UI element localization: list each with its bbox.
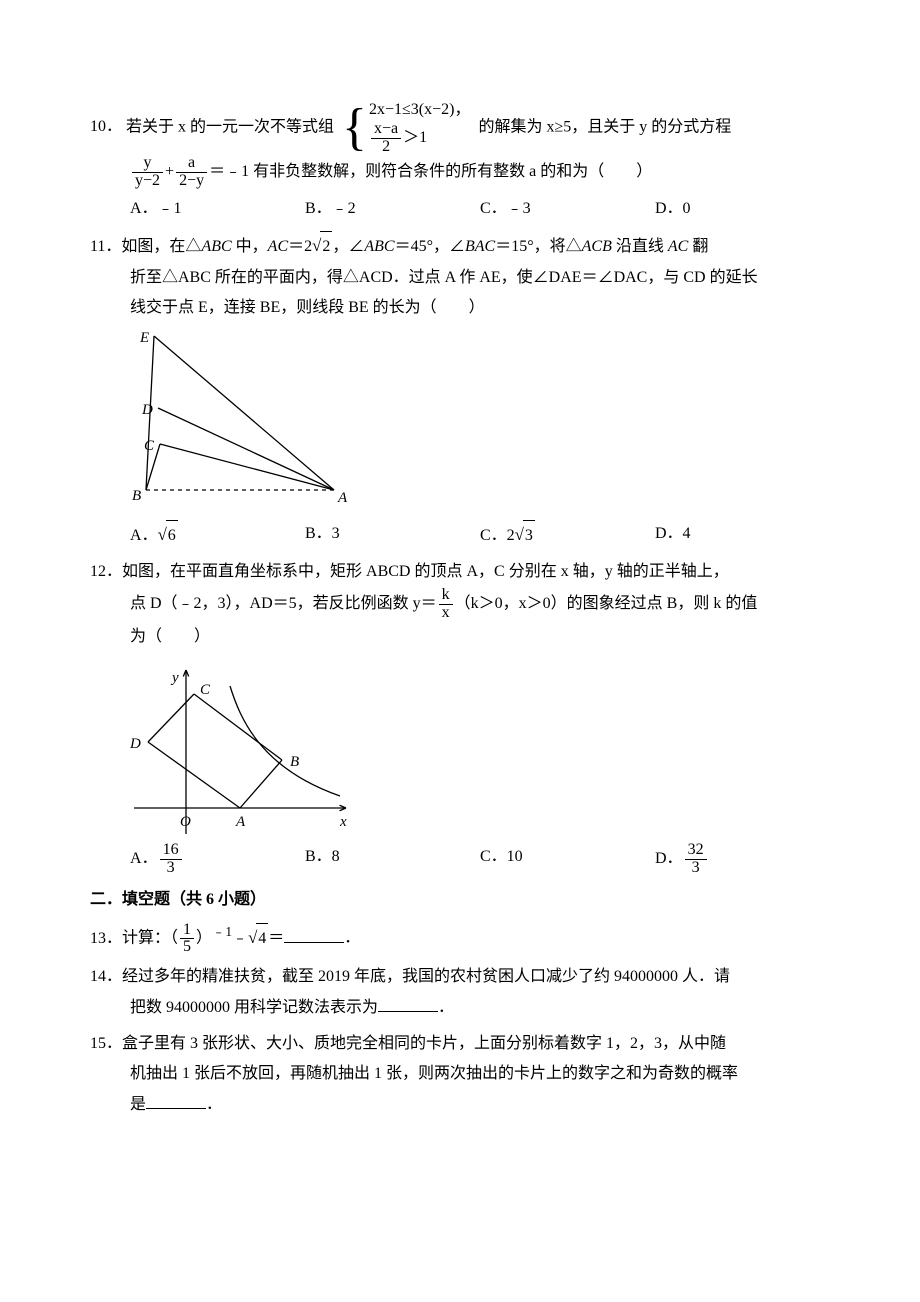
q10-opt-a: A．﹣1 <box>130 194 305 224</box>
svg-text:A: A <box>235 814 246 830</box>
q11-figure: E D C B A <box>130 330 830 515</box>
q10-opt-b: B．﹣2 <box>305 194 480 224</box>
q12-opt-a: A．163 <box>130 842 305 877</box>
sqrt-2: 2 <box>312 230 332 262</box>
q12-options: A．163 B．8 C．10 D．323 <box>90 842 830 877</box>
question-15: 15．盒子里有 3 张形状、大小、质地完全相同的卡片，上面分别标着数字 1，2，… <box>90 1029 830 1120</box>
svg-text:D: D <box>130 736 141 752</box>
q12-figure: y x O A B C D <box>130 658 830 838</box>
q10-post: 的解集为 x≥5，且关于 y 的分式方程 <box>479 118 732 135</box>
q13-stem: 13．计算：（15）﹣1﹣4＝． <box>90 919 830 956</box>
q11-opt-d: D．4 <box>655 519 830 551</box>
q10-number: 10． <box>90 112 122 142</box>
q11-opt-a: A．6 <box>130 519 305 551</box>
svg-text:C: C <box>144 438 155 454</box>
svg-text:x: x <box>339 814 347 830</box>
svg-text:B: B <box>290 754 299 770</box>
inequality-system: { 2x−1≤3(x−2)， x−a 2 ＞1 <box>342 100 470 155</box>
question-12: 12．如图，在平面直角坐标系中，矩形 ABCD 的顶点 A，C 分别在 x 轴，… <box>90 557 830 877</box>
q10-line2: y y−2 + a 2−y ＝﹣1 有非负整数解，则符合条件的所有整数 a 的和… <box>90 155 830 190</box>
section-2-title: 二．填空题（共 6 小题） <box>90 885 830 915</box>
svg-text:C: C <box>200 682 211 698</box>
q15-line3: 是． <box>90 1090 830 1120</box>
svg-text:O: O <box>180 814 191 830</box>
q12-line1: 12．如图，在平面直角坐标系中，矩形 ABCD 的顶点 A，C 分别在 x 轴，… <box>90 557 830 587</box>
q10-opt-c: C．﹣3 <box>480 194 655 224</box>
q11-line3: 线交于点 E，连接 BE，则线段 BE 的长为（ ） <box>90 293 830 323</box>
svg-text:A: A <box>337 490 348 506</box>
q15-blank <box>146 1092 206 1109</box>
q12-opt-b: B．8 <box>305 842 480 877</box>
q11-line1: 11．如图，在△ABC 中，AC＝22，∠ABC＝45°，∠BAC＝15°，将△… <box>90 230 830 262</box>
q11-opt-b: B．3 <box>305 519 480 551</box>
svg-text:B: B <box>132 488 141 504</box>
sys-row2: x−a 2 ＞1 <box>369 121 471 156</box>
question-14: 14．经过多年的精准扶贫，截至 2019 年底，我国的农村贫困人口减少了约 94… <box>90 962 830 1023</box>
q12-opt-c: C．10 <box>480 842 655 877</box>
q11-line2: 折至△ABC 所在的平面内，得△ACD．过点 A 作 AE，使∠DAE＝∠DAC… <box>90 263 830 293</box>
q11-opt-c: C．23 <box>480 519 655 551</box>
question-10: 10． 若关于 x 的一元一次不等式组 { 2x−1≤3(x−2)， x−a 2… <box>90 100 830 224</box>
q14-line1: 14．经过多年的精准扶贫，截至 2019 年底，我国的农村贫困人口减少了约 94… <box>90 962 830 992</box>
q15-line2: 机抽出 1 张后不放回，再随机抽出 1 张，则两次抽出的卡片上的数字之和为奇数的… <box>90 1059 830 1089</box>
frac-y: y y−2 <box>132 155 163 190</box>
frac-a: a 2−y <box>176 155 207 190</box>
q14-blank <box>378 995 438 1012</box>
q14-line2: 把数 94000000 用科学记数法表示为． <box>90 993 830 1023</box>
svg-text:y: y <box>170 670 179 686</box>
question-13: 13．计算：（15）﹣1﹣4＝． <box>90 919 830 956</box>
q11-options: A．6 B．3 C．23 D．4 <box>90 519 830 551</box>
q10-pre: 若关于 x 的一元一次不等式组 <box>126 118 334 135</box>
q10-opt-d: D．0 <box>655 194 830 224</box>
q13-blank <box>284 926 344 943</box>
q15-line1: 15．盒子里有 3 张形状、大小、质地完全相同的卡片，上面分别标着数字 1，2，… <box>90 1029 830 1059</box>
question-11: 11．如图，在△ABC 中，AC＝22，∠ABC＝45°，∠BAC＝15°，将△… <box>90 230 830 551</box>
svg-text:D: D <box>141 402 153 418</box>
sys-row1: 2x−1≤3(x−2)， <box>369 100 471 121</box>
q10-stem: 10． 若关于 x 的一元一次不等式组 { 2x−1≤3(x−2)， x−a 2… <box>90 100 830 155</box>
q10-options: A．﹣1 B．﹣2 C．﹣3 D．0 <box>90 194 830 224</box>
q12-opt-d: D．323 <box>655 842 830 877</box>
left-brace-icon: { <box>342 102 367 154</box>
q12-line3: 为（ ） <box>90 622 830 652</box>
q12-line2: 点 D（﹣2，3），AD＝5，若反比例函数 y＝kx（k＞0，x＞0）的图象经过… <box>90 587 830 622</box>
svg-text:E: E <box>139 330 149 346</box>
